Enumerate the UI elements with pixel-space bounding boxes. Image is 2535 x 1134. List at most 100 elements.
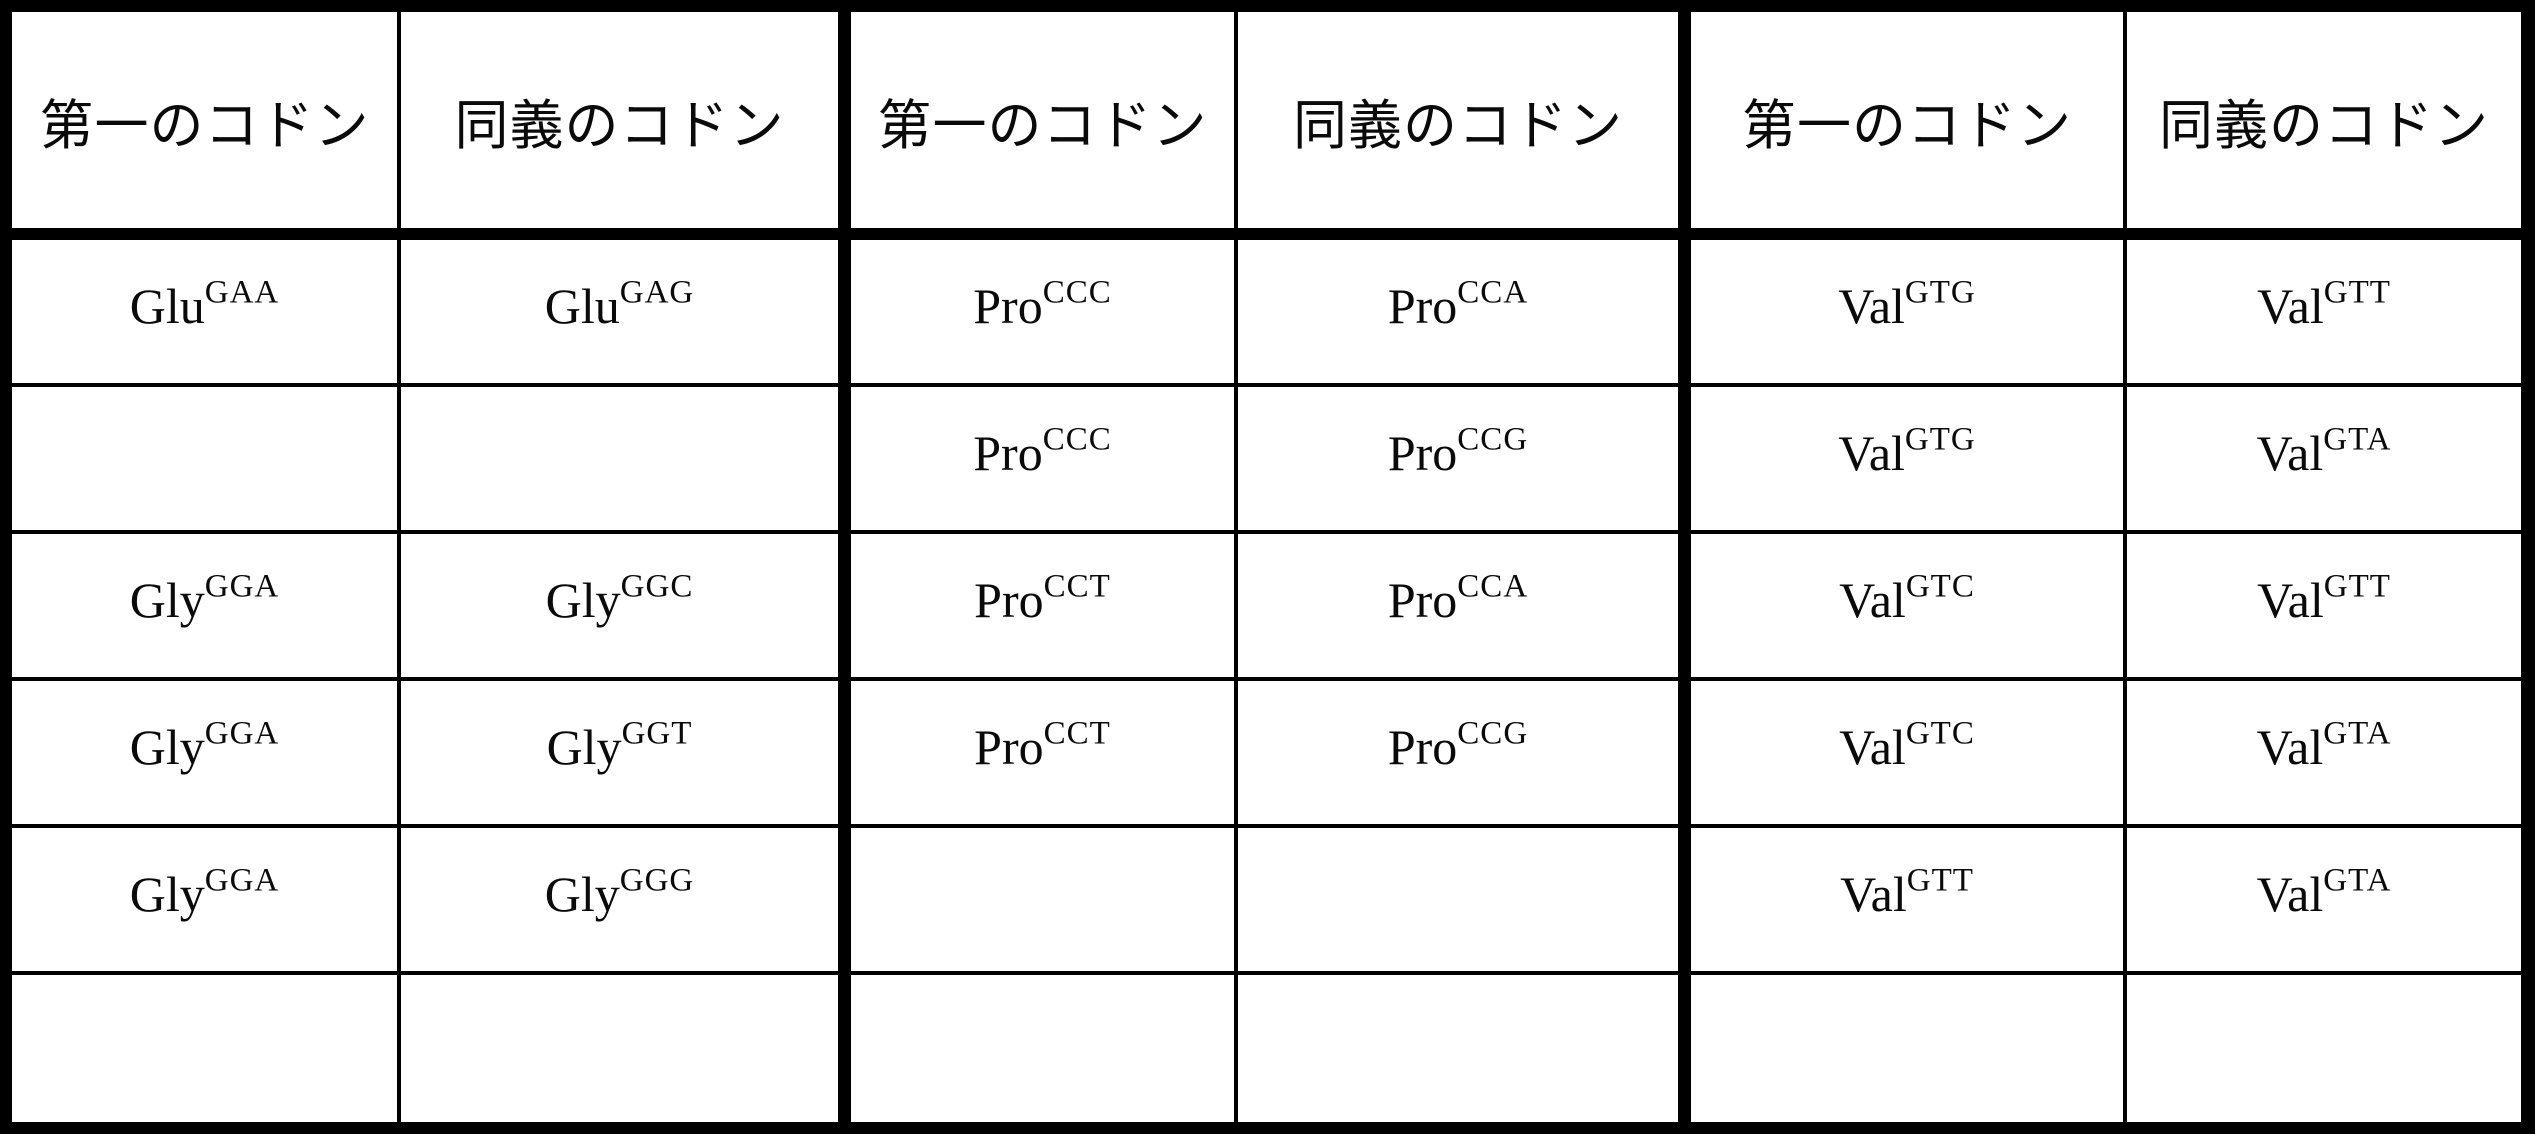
codon-superscript: GGA: [204, 715, 280, 752]
codon-text: ValGTC: [1839, 717, 1975, 775]
codon-text: GlyGGT: [546, 717, 693, 775]
codon-cell: GlyGGG: [401, 828, 851, 975]
amino-acid-label: Pro: [1387, 718, 1458, 775]
codon-superscript: GTT: [2323, 274, 2391, 311]
codon-text: ValGTT: [2257, 276, 2391, 334]
table-row: GlyGGA GlyGGT ProCCT ProCCG ValGTC ValGTA: [12, 681, 2521, 828]
codon-superscript: GAG: [619, 274, 695, 311]
header-cell: 同義のコドン: [2127, 12, 2521, 240]
codon-superscript: GGC: [620, 568, 694, 605]
amino-acid-label: Val: [2256, 718, 2324, 775]
codon-cell: ValGTG: [1691, 240, 2127, 387]
codon-cell: GlyGGA: [12, 534, 401, 681]
codon-text: ValGTC: [1839, 570, 1975, 628]
codon-cell: GlyGGA: [12, 828, 401, 975]
amino-acid-label: Val: [1839, 718, 1906, 775]
table-row: GlyGGA GlyGGC ProCCT ProCCA ValGTC ValGTT: [12, 534, 2521, 681]
codon-cell: ProCCT: [851, 534, 1238, 681]
amino-acid-label: Pro: [1387, 571, 1458, 628]
codon-text: ValGTT: [1840, 864, 1974, 922]
codon-superscript: GTG: [1904, 421, 1976, 458]
amino-acid-label: Pro: [974, 571, 1044, 628]
header-row: 第一のコドン 同義のコドン 第一のコドン 同義のコドン 第一のコドン 同義のコドン: [12, 12, 2521, 240]
codon-cell: ProCCC: [851, 240, 1238, 387]
amino-acid-label: Pro: [973, 424, 1043, 481]
codon-cell: [851, 828, 1238, 975]
amino-acid-label: Val: [1838, 277, 1905, 334]
amino-acid-label: Gly: [545, 571, 621, 628]
codon-cell: GlyGGC: [401, 534, 851, 681]
codon-text: ValGTG: [1838, 276, 1975, 334]
codon-superscript: GGA: [204, 862, 280, 899]
codon-text: GlyGGA: [129, 570, 280, 628]
codon-text: ProCCC: [973, 276, 1112, 334]
codon-cell: ProCCC: [851, 387, 1238, 534]
codon-text: ValGTT: [2257, 570, 2391, 628]
codon-text: GluGAA: [129, 276, 280, 334]
amino-acid-label: Gly: [129, 718, 205, 775]
table-row: GlyGGA GlyGGG ValGTT ValGTA: [12, 828, 2521, 975]
codon-superscript: GGG: [619, 862, 695, 899]
codon-cell: ValGTA: [2127, 828, 2521, 975]
codon-cell: ValGTA: [2127, 681, 2521, 828]
codon-superscript: CCG: [1457, 715, 1529, 752]
amino-acid-label: Gly: [546, 718, 622, 775]
codon-text: ValGTG: [1838, 423, 1975, 481]
amino-acid-label: Gly: [129, 865, 205, 922]
header-cell: 第一のコドン: [12, 12, 401, 240]
codon-text: GlyGGG: [545, 864, 695, 922]
codon-cell: ValGTG: [1691, 387, 2127, 534]
codon-cell: GluGAA: [12, 240, 401, 387]
codon-text: ProCCG: [1387, 423, 1528, 481]
amino-acid-label: Pro: [1387, 424, 1458, 481]
amino-acid-label: Glu: [129, 277, 205, 334]
codon-cell: ValGTT: [2127, 534, 2521, 681]
codon-superscript: GTT: [2323, 568, 2391, 605]
codon-cell: ProCCA: [1238, 240, 1691, 387]
codon-text: ProCCC: [973, 423, 1112, 481]
header-cell: 同義のコドン: [401, 12, 851, 240]
table-header: 第一のコドン 同義のコドン 第一のコドン 同義のコドン 第一のコドン 同義のコドン: [12, 12, 2521, 240]
amino-acid-label: Pro: [974, 718, 1044, 775]
table-row: ProCCC ProCCG ValGTG ValGTA: [12, 387, 2521, 534]
amino-acid-label: Gly: [129, 571, 205, 628]
codon-text: ValGTA: [2256, 717, 2392, 775]
amino-acid-label: Val: [2257, 571, 2324, 628]
amino-acid-label: Pro: [973, 277, 1043, 334]
codon-text: ProCCA: [1387, 570, 1528, 628]
header-cell: 同義のコドン: [1238, 12, 1691, 240]
header-cell: 第一のコドン: [1691, 12, 2127, 240]
codon-text: ProCCA: [1387, 276, 1528, 334]
amino-acid-label: Val: [2257, 277, 2324, 334]
codon-cell: ValGTT: [2127, 240, 2521, 387]
codon-cell: [12, 387, 401, 534]
codon-text: GlyGGC: [545, 570, 694, 628]
amino-acid-label: Pro: [1387, 277, 1458, 334]
table-row: GluGAA GluGAG ProCCC ProCCA ValGTG ValGTT: [12, 240, 2521, 387]
codon-text: GlyGGA: [129, 864, 280, 922]
codon-text: GlyGGA: [129, 717, 280, 775]
amino-acid-label: Val: [1838, 424, 1905, 481]
codon-superscript: CCC: [1042, 421, 1112, 458]
table-body: GluGAA GluGAG ProCCC ProCCA ValGTG ValGTT ProC…: [12, 240, 2521, 1122]
codon-superscript: CCA: [1457, 568, 1529, 605]
codon-text: ProCCG: [1387, 717, 1528, 775]
codon-superscript: CCA: [1457, 274, 1529, 311]
amino-acid-label: Val: [2256, 424, 2324, 481]
codon-cell: ValGTC: [1691, 681, 2127, 828]
codon-superscript: GAA: [204, 274, 280, 311]
codon-superscript: GTC: [1905, 568, 1975, 605]
codon-cell: GlyGGA: [12, 681, 401, 828]
codon-cell: GlyGGT: [401, 681, 851, 828]
codon-superscript: CCT: [1043, 568, 1111, 605]
codon-superscript: GGT: [621, 715, 693, 752]
codon-cell: ProCCG: [1238, 387, 1691, 534]
codon-cell: ProCCG: [1238, 681, 1691, 828]
codon-cell: [851, 975, 1238, 1122]
codon-text: ValGTA: [2256, 423, 2392, 481]
codon-superscript: GTA: [2323, 862, 2392, 899]
codon-superscript: GTA: [2323, 715, 2392, 752]
codon-text: GluGAG: [545, 276, 695, 334]
codon-cell: [2127, 975, 2521, 1122]
